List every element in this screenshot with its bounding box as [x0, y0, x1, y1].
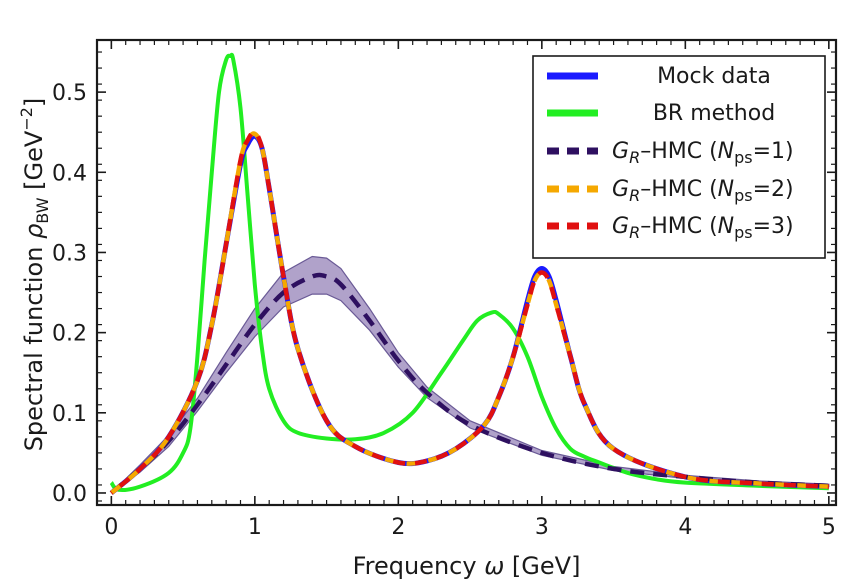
series-line-br-method [109, 52, 829, 492]
y-tick-label: 0.3 [52, 241, 87, 266]
legend-label: GR–HMC (Nps=1) [612, 139, 794, 167]
series-line-hmc-nps3 [109, 129, 829, 495]
legend-label: Mock data [657, 64, 771, 89]
legend-label: GR–HMC (Nps=2) [612, 177, 794, 205]
plot-frame [95, 38, 838, 507]
x-tick-label: 4 [678, 515, 692, 540]
x-tick-label: 2 [391, 515, 405, 540]
x-tick-label: 1 [248, 515, 262, 540]
legend-box [532, 55, 826, 259]
y-tick-label: 0.2 [52, 322, 87, 347]
series-line-hmc-nps2 [109, 131, 829, 495]
tick-layer: 0 1 2 3 4 5 0.0 0.1 0.2 0.3 0.4 0.5 [52, 40, 836, 540]
x-axis-title: Frequency ω [GeV] [353, 552, 581, 580]
legend-label: BR method [653, 101, 775, 126]
x-tick-label: 0 [104, 515, 118, 540]
y-tick-label: 0.1 [52, 402, 87, 427]
series-line-hmc-nps1 [109, 272, 829, 495]
legend-label: GR–HMC (Nps=3) [612, 214, 794, 242]
x-tick-label: 3 [535, 515, 549, 540]
legend: Mock data BR method GR–HMC (Nps=1) GR–HMC (… [532, 55, 826, 259]
y-tick-label: 0.0 [52, 482, 87, 507]
series-layer [109, 52, 829, 495]
y-axis-title: Spectral function ρBW [GeV−2] [17, 98, 52, 452]
y-tick-label: 0.4 [52, 161, 87, 186]
x-tick-label: 5 [822, 515, 836, 540]
y-tick-label: 0.5 [52, 81, 87, 106]
